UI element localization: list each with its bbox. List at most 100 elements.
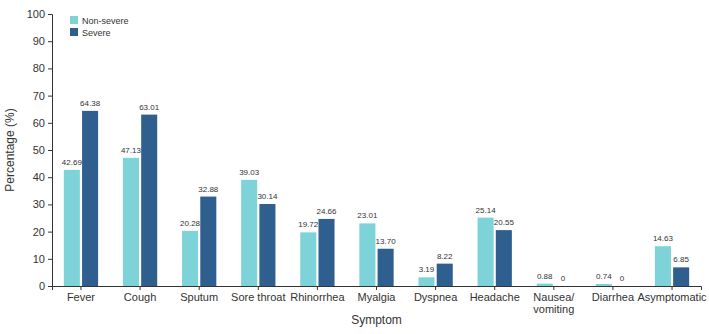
x-tick-mark [258,286,259,290]
x-tick: Sore throat [231,286,285,303]
data-label: 0 [561,274,566,283]
y-tick-mark [48,286,52,287]
y-tick-label: 100 [27,8,45,20]
y-tick: 80 [33,62,52,74]
x-tick: Rhinorrhea [290,286,345,303]
y-axis-title: Percentage (%) [3,108,17,191]
chart: 42.6947.1320.2839.0319.7223.013.1925.140… [0,0,709,334]
x-tick-label: Diarrhea [592,291,635,303]
x-tick: Myalgia [358,286,397,303]
x-tick-label: Cough [124,291,156,303]
legend-item: Severe [70,28,111,38]
x-tick: Asymptomatic [637,286,707,303]
y-tick-label: 70 [33,90,45,102]
y-tick-mark [48,204,52,205]
data-label: 39.03 [239,168,260,177]
legend: Non-severe Severe [70,16,129,38]
y-tick: 90 [33,35,52,47]
bar [123,158,139,286]
bar [655,246,671,286]
bar [596,284,612,286]
y-tick-mark [48,259,52,260]
data-label: 0 [620,274,625,283]
bar [241,180,257,286]
y-tick: 40 [33,171,52,183]
data-label: 0.88 [537,272,553,281]
x-axis-line [53,287,702,291]
x-tick-mark [672,286,673,290]
bar [259,204,275,286]
data-label: 8.22 [437,252,453,261]
bar [437,264,453,286]
x-tick-mark [553,286,554,290]
x-tick-mark [317,286,318,290]
x-tick-mark [376,286,377,290]
data-label: 64.38 [80,99,101,108]
bar [614,286,630,287]
data-label: 25.14 [476,206,497,215]
x-tick-mark [435,286,436,290]
x-tick-mark [199,286,200,290]
x-tick-label: Rhinorrhea [290,291,345,303]
y-tick-label: 30 [33,198,45,210]
legend-item: Non-severe [70,16,129,26]
data-label: 20.55 [494,218,515,227]
x-tick: Headache [470,286,520,303]
x-tick-label: Headache [470,291,520,303]
x-tick: Fever [67,286,95,303]
x-tick: Cough [124,286,156,303]
x-tick-label: Myalgia [358,291,397,303]
data-label: 24.66 [316,207,337,216]
bar [300,232,316,286]
legend-swatch [70,16,78,24]
data-label: 63.01 [139,103,160,112]
y-tick-label: 60 [33,117,45,129]
x-tick-label: Asymptomatic [637,291,707,303]
data-label: 47.13 [121,146,142,155]
y-tick-label: 40 [33,171,45,183]
x-axis: FeverCoughSputumSore throatRhinorrheaMya… [53,286,708,315]
bar [673,267,689,286]
bar [478,218,494,286]
data-label: 30.14 [257,192,278,201]
x-tick: Nausea/vomiting [533,286,575,315]
data-label: 32.88 [198,185,219,194]
y-tick-label: 90 [33,35,45,47]
bar [64,170,80,286]
y-tick-mark [48,68,52,69]
y-tick-mark [48,14,52,15]
legend-label: Non-severe [82,16,129,26]
data-label: 3.19 [419,265,435,274]
x-tick-mark [140,286,141,290]
bar [141,115,157,286]
legend-label: Severe [82,28,111,38]
y-tick: 30 [33,198,52,210]
y-tick: 70 [33,90,52,102]
x-axis-title: Symptom [351,313,402,327]
y-tick: 60 [33,117,52,129]
bar [200,197,216,286]
y-axis-line [48,15,53,287]
bar [359,223,375,286]
y-tick: 20 [33,226,52,238]
plot: 42.6947.1320.2839.0319.7223.013.1925.140… [27,8,707,315]
y-tick: 100 [27,8,52,20]
bar [318,219,334,286]
x-tick-mark [612,286,613,290]
bar [82,111,98,286]
data-label: 13.70 [376,237,397,246]
x-tick: Diarrhea [592,286,635,303]
bar [418,277,434,286]
y-tick-mark [48,150,52,151]
y-tick-label: 20 [33,226,45,238]
x-tick-mark [494,286,495,290]
data-label: 20.28 [180,219,201,228]
bar [378,249,394,286]
bar [555,286,571,287]
y-tick: 10 [33,253,52,265]
y-tick-label: 80 [33,62,45,74]
y-tick-label: 0 [39,280,45,292]
data-label: 19.72 [298,220,319,229]
x-tick-label: Sore throat [231,291,285,303]
y-tick-mark [48,123,52,124]
